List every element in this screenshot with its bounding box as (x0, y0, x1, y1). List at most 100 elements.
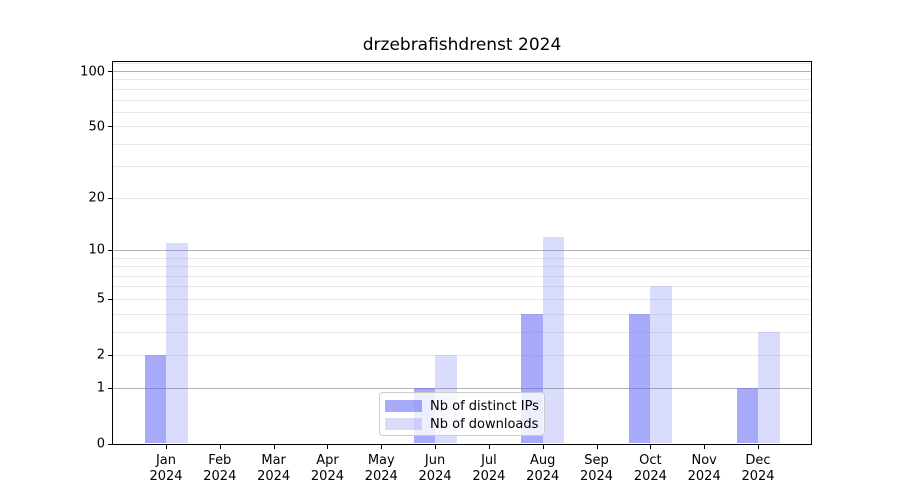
x-tick-year-sep: 2024 (579, 468, 614, 484)
x-tick-label-nov: Nov 2024 (672, 453, 736, 485)
x-tick-month-apr: Apr (316, 452, 339, 468)
gridline-minor-70 (113, 99, 811, 101)
y-tick-mark-20 (108, 197, 113, 199)
x-tick-month-jun: Jun (424, 452, 446, 468)
gridline-minor-2 (113, 354, 811, 356)
gridline-minor-60 (113, 111, 811, 113)
x-tick-month-aug: Aug (530, 452, 556, 468)
gridline-minor-80 (113, 88, 811, 90)
x-tick-month-nov: Nov (691, 452, 717, 468)
x-tick-mark-sep (596, 443, 598, 449)
bar-nb-of-distinct-ips-jan (144, 354, 166, 444)
gridline-major-10 (113, 249, 811, 251)
x-tick-year-jan: 2024 (149, 468, 183, 484)
x-tick-year-oct: 2024 (633, 468, 667, 484)
legend-label-downloads: Nb of downloads (430, 416, 539, 432)
x-tick-month-oct: Oct (639, 452, 662, 468)
x-tick-month-feb: Feb (208, 452, 232, 468)
y-tick-label-1: 1 (96, 380, 105, 396)
gridline-minor-50 (113, 126, 811, 128)
x-tick-month-may: May (367, 452, 395, 468)
x-tick-month-dec: Dec (745, 452, 771, 468)
gridline-minor-8 (113, 266, 811, 268)
x-tick-label-jul: Jul 2024 (457, 453, 521, 485)
legend-swatch-downloads (385, 418, 422, 430)
legend-item-distinct-ips: Nb of distinct IPs (385, 397, 539, 415)
x-tick-label-sep: Sep 2024 (565, 453, 629, 485)
bar-nb-of-distinct-ips-oct (628, 313, 651, 444)
gridline-minor-20 (113, 197, 811, 199)
x-tick-mark-apr (327, 443, 329, 449)
x-tick-year-aug: 2024 (526, 468, 560, 484)
gridline-minor-30 (113, 166, 811, 168)
y-tick-mark-10 (108, 249, 113, 251)
x-tick-month-jan: Jan (155, 452, 177, 468)
x-tick-label-jun: Jun 2024 (403, 453, 467, 485)
bar-nb-of-downloads-jan (166, 242, 188, 444)
x-tick-year-dec: 2024 (741, 468, 775, 484)
x-tick-mark-mar (273, 443, 275, 449)
x-tick-label-aug: Aug 2024 (511, 453, 575, 485)
gridline-minor-40 (113, 143, 811, 145)
x-tick-mark-dec (758, 443, 759, 449)
x-tick-mark-nov (704, 443, 706, 449)
bar-nb-of-downloads-oct (650, 286, 672, 444)
y-tick-mark-2 (108, 354, 113, 356)
bar-nb-of-downloads-aug (542, 236, 565, 444)
x-tick-month-mar: Mar (261, 452, 286, 468)
x-tick-year-jun: 2024 (418, 468, 452, 484)
y-tick-label-50: 50 (88, 119, 105, 135)
legend-item-downloads: Nb of downloads (385, 415, 538, 433)
x-tick-mark-jul (488, 443, 490, 449)
y-tick-label-100: 100 (80, 64, 105, 80)
gridline-major-100 (113, 71, 811, 73)
x-tick-label-mar: Mar 2024 (242, 453, 306, 485)
y-tick-label-0: 0 (96, 436, 105, 452)
chart-title: drzebrafishdrenst 2024 (362, 35, 562, 55)
x-tick-year-nov: 2024 (687, 468, 721, 484)
y-tick-mark-5 (108, 298, 113, 300)
gridline-major-1 (113, 387, 811, 389)
x-tick-label-dec: Dec 2024 (726, 453, 790, 485)
legend: Nb of distinct IPs Nb of downloads (379, 392, 545, 436)
x-tick-mark-aug (542, 443, 544, 449)
x-tick-mark-may (381, 443, 383, 449)
legend-label-distinct-ips: Nb of distinct IPs (430, 398, 539, 414)
y-tick-label-20: 20 (88, 190, 105, 206)
x-tick-month-sep: Sep (584, 452, 609, 468)
bar-nb-of-downloads-dec (758, 331, 780, 444)
gridline-minor-6 (113, 286, 811, 288)
gridline-minor-5 (113, 298, 811, 300)
gridline-minor-7 (113, 275, 811, 277)
x-tick-label-apr: Apr 2024 (295, 453, 359, 485)
x-tick-mark-jun (435, 443, 437, 449)
x-tick-year-mar: 2024 (257, 468, 291, 484)
x-tick-mark-jan (166, 443, 167, 449)
x-tick-label-oct: Oct 2024 (618, 453, 682, 485)
x-tick-year-may: 2024 (364, 468, 398, 484)
x-tick-mark-feb (219, 443, 221, 449)
plot-area: 0 1 2 5 10 20 50 100 Jan 2024 Feb 2024 Mar 2024 Apr 20… (80, 61, 812, 484)
x-tick-month-jul: Jul (481, 452, 497, 468)
y-tick-mark-50 (108, 126, 113, 128)
gridline-minor-90 (113, 79, 811, 81)
y-tick-mark-0 (108, 443, 113, 445)
x-tick-year-jul: 2024 (472, 468, 506, 484)
x-tick-mark-oct (650, 443, 652, 449)
bar-nb-of-distinct-ips-dec (736, 387, 758, 444)
gridline-minor-110 (113, 63, 811, 65)
y-tick-mark-1 (108, 387, 113, 389)
y-tick-label-10: 10 (88, 242, 105, 258)
x-tick-label-may: May 2024 (349, 453, 413, 485)
y-tick-label-2: 2 (96, 347, 105, 363)
y-tick-label-5: 5 (96, 291, 105, 307)
x-tick-label-jan: Jan 2024 (134, 453, 198, 485)
x-tick-label-feb: Feb 2024 (188, 453, 252, 485)
gridline-minor-9 (113, 257, 811, 259)
legend-swatch-distinct-ips (385, 400, 422, 412)
y-tick-mark-100 (108, 71, 113, 73)
gridline-minor-3 (113, 331, 811, 333)
gridline-minor-4 (113, 313, 811, 315)
x-tick-year-apr: 2024 (310, 468, 344, 484)
